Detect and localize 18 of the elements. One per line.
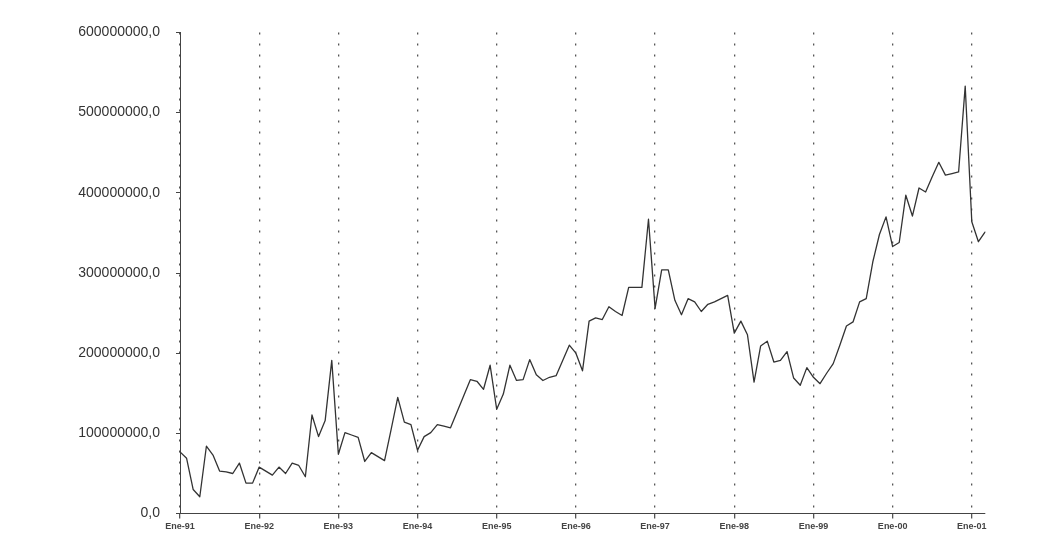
y-tick-label: 300000000,0: [78, 263, 161, 280]
x-tick-label: Ene-00: [877, 521, 908, 532]
x-tick-label: Ene-98: [719, 521, 750, 532]
x-tick-label: Ene-97: [640, 521, 670, 532]
x-tick-label: Ene-96: [561, 521, 591, 532]
x-tick-label: Ene-94: [402, 521, 433, 532]
y-tick-label: 200000000,0: [78, 344, 161, 361]
y-tick-label: 500000000,0: [78, 103, 161, 120]
x-tick-label: Ene-92: [244, 521, 274, 532]
y-tick-label: 0,0: [140, 504, 161, 521]
x-tick-label: Ene-99: [798, 521, 829, 532]
y-tick-label: 400000000,0: [78, 183, 161, 200]
x-tick-label: Ene-01: [957, 521, 987, 532]
y-tick-label: 100000000,0: [78, 424, 161, 441]
x-tick-label: Ene-93: [323, 521, 354, 532]
y-tick-label: 600000000,0: [78, 23, 161, 40]
x-tick-label: Ene-91: [165, 521, 195, 532]
x-tick-label: Ene-95: [481, 521, 512, 532]
